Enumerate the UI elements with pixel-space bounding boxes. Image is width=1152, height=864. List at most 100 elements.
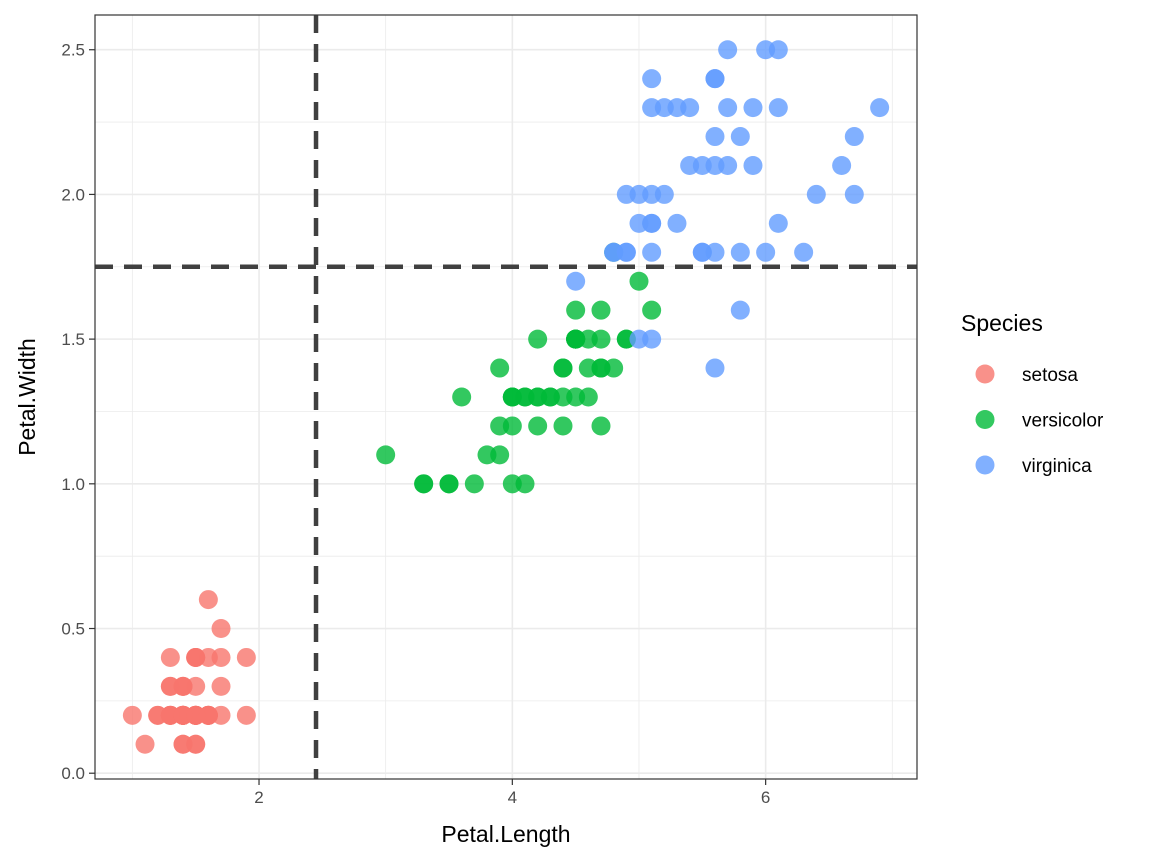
data-point-virginica: [566, 271, 586, 291]
data-point-virginica: [768, 98, 788, 118]
data-point-virginica: [743, 155, 763, 175]
data-point-virginica: [844, 184, 864, 204]
data-point-setosa: [211, 619, 231, 639]
data-point-virginica: [680, 98, 700, 118]
data-point-virginica: [743, 98, 763, 118]
data-point-versicolor: [540, 387, 560, 407]
data-point-versicolor: [591, 300, 611, 320]
data-point-virginica: [705, 127, 725, 147]
legend-key-versicolor: [975, 410, 995, 429]
data-point-versicolor: [578, 358, 598, 378]
data-point-versicolor: [642, 300, 662, 320]
data-point-setosa: [211, 676, 231, 696]
data-point-versicolor: [528, 329, 548, 349]
y-tick-label: 0.5: [61, 620, 85, 639]
y-tick-label: 1.0: [61, 475, 85, 494]
data-point-versicolor: [591, 329, 611, 349]
legend-label-setosa: setosa: [1022, 365, 1078, 386]
legend-key-virginica: [975, 455, 995, 475]
data-point-versicolor: [566, 329, 586, 349]
data-point-versicolor: [629, 271, 649, 291]
data-point-virginica: [642, 69, 662, 89]
legend-label-virginica: virginica: [1022, 456, 1092, 477]
axis-ticks: 2 4 6 0.0 0.5 1.0 1.5 2.0 2.5: [61, 41, 770, 807]
data-point-virginica: [705, 69, 725, 89]
panel-border: [94, 14, 918, 780]
x-tick-label: 4: [508, 788, 517, 807]
data-point-versicolor: [528, 416, 548, 436]
data-point-virginica: [718, 98, 738, 118]
data-point-virginica: [642, 242, 662, 262]
y-tick-label: 2.5: [61, 41, 85, 60]
data-point-virginica: [680, 155, 700, 175]
data-point-setosa: [198, 590, 218, 610]
data-point-virginica: [654, 184, 674, 204]
data-point-versicolor: [464, 474, 484, 494]
data-point-virginica: [844, 127, 864, 147]
legend-key-setosa: [975, 364, 995, 384]
data-point-versicolor: [604, 358, 624, 378]
y-tick-label: 0.0: [61, 764, 85, 783]
data-point-virginica: [832, 155, 852, 175]
data-point-setosa: [173, 705, 193, 725]
data-point-versicolor: [376, 445, 396, 465]
legend-title: Species: [961, 310, 1043, 336]
data-point-virginica: [642, 329, 662, 349]
data-point-setosa: [236, 647, 256, 667]
reference-lines: [95, 15, 917, 779]
data-point-versicolor: [515, 474, 535, 494]
data-point-setosa: [186, 647, 206, 667]
data-point-virginica: [730, 242, 750, 262]
data-point-virginica: [730, 300, 750, 320]
series-versicolor: [376, 242, 662, 494]
data-point-setosa: [135, 734, 155, 754]
y-axis-title: Petal.Width: [14, 338, 40, 456]
data-point-versicolor: [553, 416, 573, 436]
grid-lines: [95, 15, 917, 779]
y-tick-label: 2.0: [61, 185, 85, 204]
data-point-virginica: [654, 98, 674, 118]
data-point-virginica: [730, 127, 750, 147]
data-point-virginica: [667, 213, 687, 233]
data-point-virginica: [604, 242, 624, 262]
data-point-versicolor: [452, 387, 472, 407]
data-point-virginica: [705, 358, 725, 378]
data-point-versicolor: [566, 300, 586, 320]
data-point-setosa: [236, 705, 256, 725]
data-point-versicolor: [502, 416, 522, 436]
series-setosa: [122, 590, 256, 754]
data-point-virginica: [692, 242, 712, 262]
data-point-virginica: [768, 213, 788, 233]
data-point-versicolor: [578, 387, 598, 407]
x-tick-label: 6: [761, 788, 770, 807]
data-point-virginica: [616, 184, 636, 204]
data-point-setosa: [173, 676, 193, 696]
data-point-virginica: [629, 213, 649, 233]
data-points: [122, 40, 890, 754]
legend-label-versicolor: versicolor: [1022, 411, 1104, 432]
y-tick-label: 1.5: [61, 330, 85, 349]
data-point-setosa: [122, 705, 142, 725]
data-point-versicolor: [477, 445, 497, 465]
data-point-virginica: [718, 40, 738, 60]
data-point-versicolor: [439, 474, 459, 494]
data-point-virginica: [768, 40, 788, 60]
x-axis-title: Petal.Length: [441, 821, 570, 847]
data-point-versicolor: [553, 358, 573, 378]
data-point-versicolor: [515, 387, 535, 407]
series-virginica: [566, 40, 890, 378]
data-point-versicolor: [591, 416, 611, 436]
legend: Species setosa versicolor virginica: [961, 310, 1104, 477]
data-point-virginica: [705, 155, 725, 175]
data-point-virginica: [870, 98, 890, 118]
data-point-virginica: [756, 242, 776, 262]
data-point-virginica: [794, 242, 814, 262]
data-point-setosa: [173, 734, 193, 754]
data-point-virginica: [806, 184, 826, 204]
data-point-versicolor: [490, 358, 510, 378]
x-tick-label: 2: [254, 788, 263, 807]
data-point-setosa: [160, 647, 180, 667]
data-point-versicolor: [414, 474, 434, 494]
